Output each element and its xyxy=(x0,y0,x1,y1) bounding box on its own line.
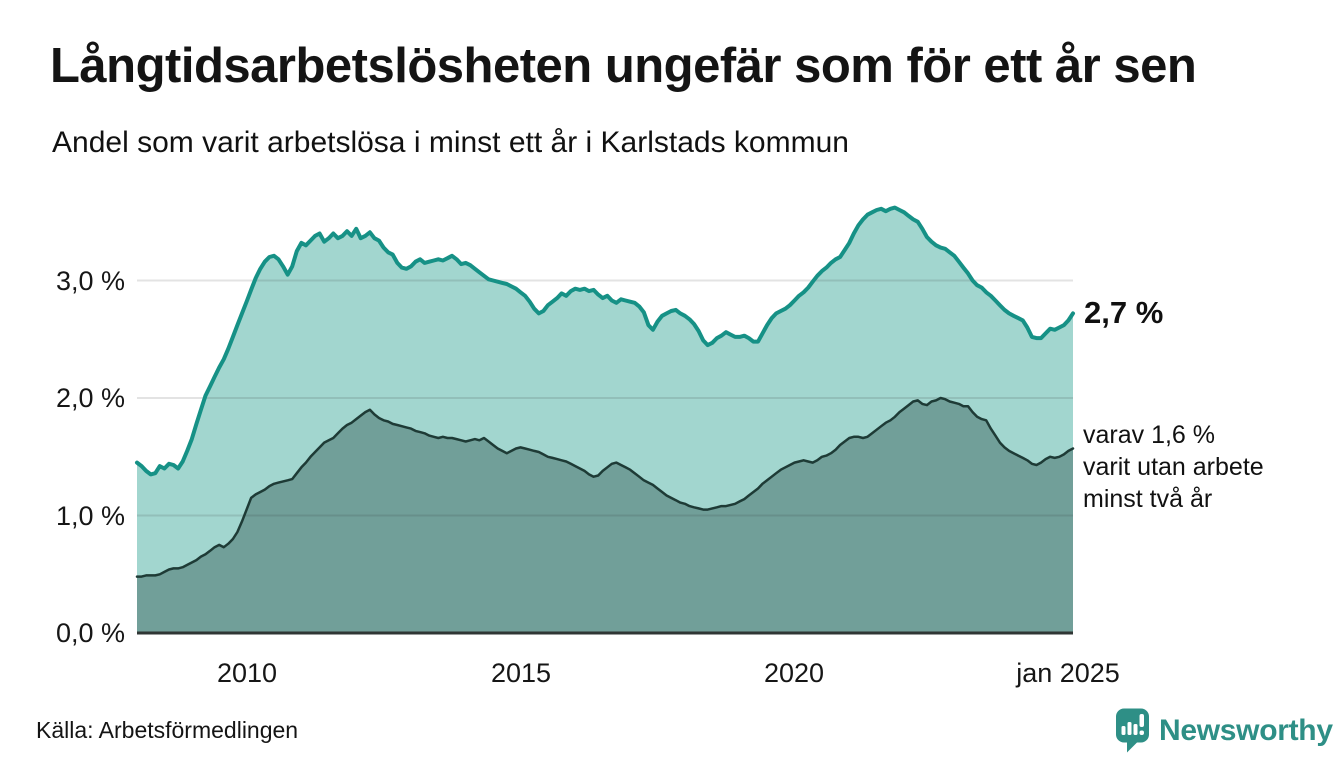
page-title: Långtidsarbetslösheten ungefär som för e… xyxy=(50,39,1197,93)
x-axis-tick-2015: 2015 xyxy=(490,658,552,688)
y-axis-tick-1: 1,0 % xyxy=(55,500,125,531)
y-axis-tick-3: 3,0 % xyxy=(55,265,125,296)
newsworthy-logo[interactable]: Newsworthy xyxy=(1115,708,1333,753)
annotation-line-3: minst två år xyxy=(1083,485,1213,513)
end-value-label: 2,7 % xyxy=(1084,295,1164,331)
secondary-series-annotation: varav 1,6 % varit utan arbete minst två … xyxy=(1083,419,1264,515)
x-axis-tick-2020: 2020 xyxy=(763,658,825,688)
page-subtitle: Andel som varit arbetslösa i minst ett å… xyxy=(52,126,849,159)
y-axis-tick-2: 2,0 % xyxy=(55,383,125,413)
x-axis-tick-jan2025: jan 2025 xyxy=(1016,658,1120,688)
x-axis-tick-2010: 2010 xyxy=(216,658,278,688)
newsworthy-logo-text: Newsworthy xyxy=(1159,714,1333,747)
annotation-line-2: varit utan arbete xyxy=(1083,453,1264,481)
newsworthy-logo-icon xyxy=(1116,708,1149,753)
annotation-line-1: varav 1,6 % xyxy=(1083,421,1216,449)
y-axis-tick-0: 0,0 % xyxy=(55,618,125,648)
source-credit: Källa: Arbetsförmedlingen xyxy=(36,717,299,743)
